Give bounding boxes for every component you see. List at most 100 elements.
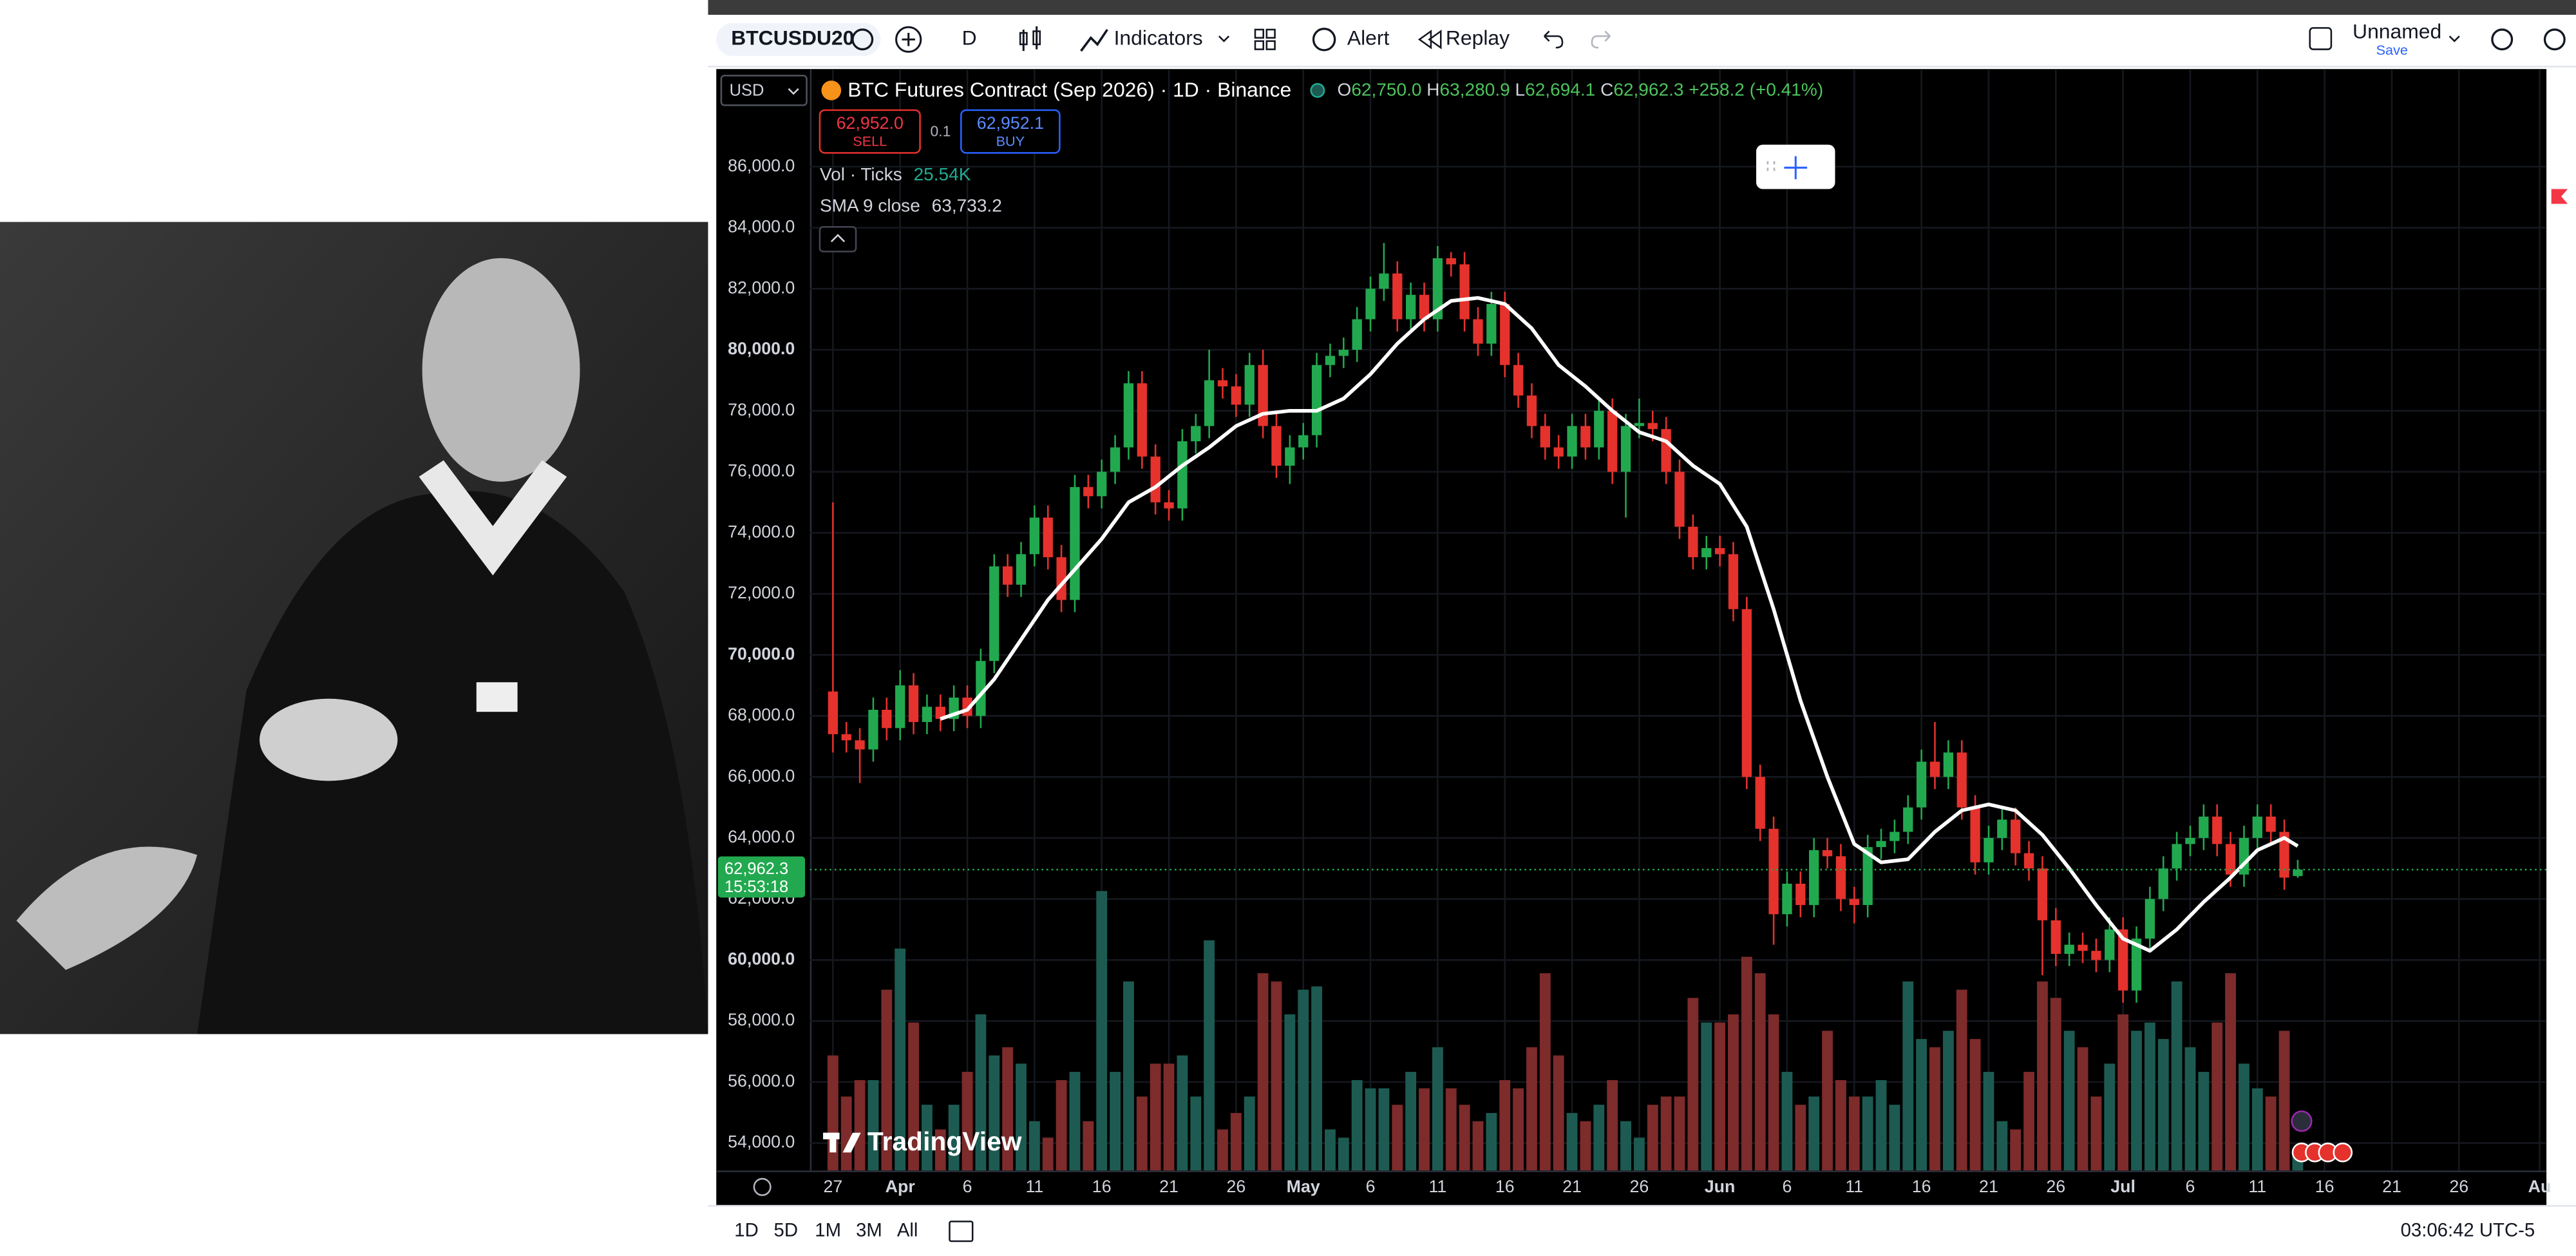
- candle-body: [1580, 426, 1591, 448]
- sell-label[interactable]: SELL: [853, 133, 887, 149]
- candle-body: [1876, 841, 1886, 848]
- side-flag[interactable]: [2551, 189, 2568, 204]
- candle-body: [1674, 471, 1685, 527]
- volume-bar: [2278, 1031, 2290, 1171]
- volume-bar: [1096, 891, 1108, 1171]
- volume-bar: [1042, 1137, 1054, 1171]
- replay-icon[interactable]: [1417, 30, 1442, 50]
- symbol-icon[interactable]: [851, 28, 874, 51]
- date-range-button[interactable]: [949, 1221, 974, 1242]
- layout-name[interactable]: Unnamed: [2353, 19, 2441, 43]
- candle-body: [1365, 289, 1376, 319]
- indicators-icon[interactable]: [1080, 28, 1108, 52]
- interval-button[interactable]: D: [962, 26, 977, 50]
- volume-bar: [1150, 1063, 1161, 1171]
- indicators-chevron[interactable]: [1218, 35, 1230, 43]
- symbol-pill[interactable]: [716, 23, 881, 56]
- currency[interactable]: USD: [730, 81, 764, 99]
- candle-body: [1110, 447, 1121, 472]
- candle-body: [1553, 447, 1564, 457]
- indicators-button[interactable]: Indicators: [1114, 26, 1203, 50]
- x-tick-label: 21: [1979, 1177, 1998, 1196]
- candle-body: [1083, 487, 1094, 497]
- candle-body: [1634, 423, 1645, 426]
- x-tick-label: 6: [2186, 1177, 2195, 1196]
- candle-body: [1500, 303, 1510, 365]
- volume-bar: [961, 1072, 973, 1171]
- current-price-label: 62,962.3: [724, 860, 788, 878]
- volume-bar: [1311, 986, 1323, 1171]
- volume-bar: [881, 989, 893, 1171]
- collapse-icon: [830, 234, 846, 243]
- volume-bar: [1808, 1096, 1820, 1171]
- x-tick-label: 11: [1845, 1177, 1863, 1196]
- candle-body: [1943, 752, 1954, 777]
- volume-bar: [1633, 1137, 1645, 1171]
- save-button[interactable]: Save: [2376, 42, 2408, 58]
- candle-body: [922, 707, 933, 722]
- y-tick-label: 86,000.0: [728, 156, 795, 175]
- photo-hand: [16, 846, 198, 970]
- volume-bar: [1405, 1072, 1417, 1171]
- ohlc-key: L: [1515, 80, 1526, 100]
- sell-button[interactable]: [819, 109, 921, 154]
- volume-bar: [1016, 1063, 1027, 1171]
- layout-icon[interactable]: [2309, 27, 2333, 50]
- candle-body: [1043, 517, 1053, 558]
- candle-body: [1325, 356, 1336, 365]
- alert-icon[interactable]: [1312, 28, 1336, 52]
- range-button[interactable]: All: [897, 1219, 918, 1241]
- candle-body: [2023, 853, 2034, 869]
- ohlc-value: 62,694.1: [1525, 80, 1595, 100]
- layouts-icon[interactable]: [1254, 28, 1276, 50]
- range-button[interactable]: 5D: [774, 1219, 798, 1241]
- undo-button[interactable]: [1544, 30, 1564, 49]
- quick-search-button[interactable]: [2491, 28, 2514, 51]
- volume-bar: [1553, 1055, 1564, 1171]
- symbol[interactable]: BTCUSDU20: [731, 26, 854, 50]
- candle-body: [1379, 273, 1389, 289]
- volume-bar: [1338, 1137, 1349, 1171]
- y-tick-label: 76,000.0: [728, 461, 795, 481]
- clock[interactable]: 03:06:42 UTC-5: [2401, 1219, 2535, 1241]
- buy-button[interactable]: [960, 109, 1061, 154]
- volume-bar: [1499, 1080, 1511, 1171]
- currency-select[interactable]: [720, 75, 808, 106]
- volume-bar: [1566, 1112, 1578, 1171]
- add-symbol-button[interactable]: [895, 26, 922, 53]
- alert-button[interactable]: Alert: [1347, 26, 1390, 50]
- volume-bar: [895, 948, 906, 1171]
- events-icon[interactable]: [2291, 1110, 2313, 1132]
- volume-bar: [1701, 1022, 1712, 1171]
- axis-settings[interactable]: [753, 1177, 772, 1196]
- replay-button[interactable]: Replay: [1446, 26, 1510, 50]
- event-flag[interactable]: [2333, 1142, 2353, 1163]
- volume-bar: [948, 1105, 960, 1171]
- candle-body: [1123, 383, 1134, 448]
- buy-label[interactable]: BUY: [996, 133, 1025, 149]
- candle-body: [1352, 319, 1362, 350]
- settings-button[interactable]: [2543, 28, 2566, 51]
- x-tick-label: 16: [2315, 1177, 2334, 1196]
- candle-body: [1298, 435, 1309, 448]
- candle-body: [1459, 264, 1470, 319]
- candle-body: [1446, 258, 1456, 265]
- y-tick-label: 68,000.0: [728, 705, 795, 725]
- buy-price[interactable]: 62,952.1: [977, 113, 1044, 133]
- range-button[interactable]: 3M: [856, 1219, 882, 1241]
- candle-body: [2293, 870, 2303, 877]
- redo-button[interactable]: [1591, 30, 1611, 49]
- candle-body: [1338, 350, 1349, 356]
- layout-chevron[interactable]: [2448, 35, 2460, 43]
- sell-price[interactable]: 62,952.0: [837, 113, 904, 133]
- candle-body: [1513, 365, 1524, 396]
- volume-bar: [1620, 1121, 1631, 1171]
- x-tick-label: 21: [1562, 1177, 1582, 1196]
- x-tick-label: 16: [1912, 1177, 1931, 1196]
- range-button[interactable]: 1D: [734, 1219, 758, 1241]
- range-button[interactable]: 1M: [815, 1219, 841, 1241]
- candle-body: [1526, 395, 1537, 426]
- candle-body: [2037, 868, 2048, 920]
- collapse-legend[interactable]: [819, 225, 857, 252]
- candle-body: [1620, 426, 1631, 472]
